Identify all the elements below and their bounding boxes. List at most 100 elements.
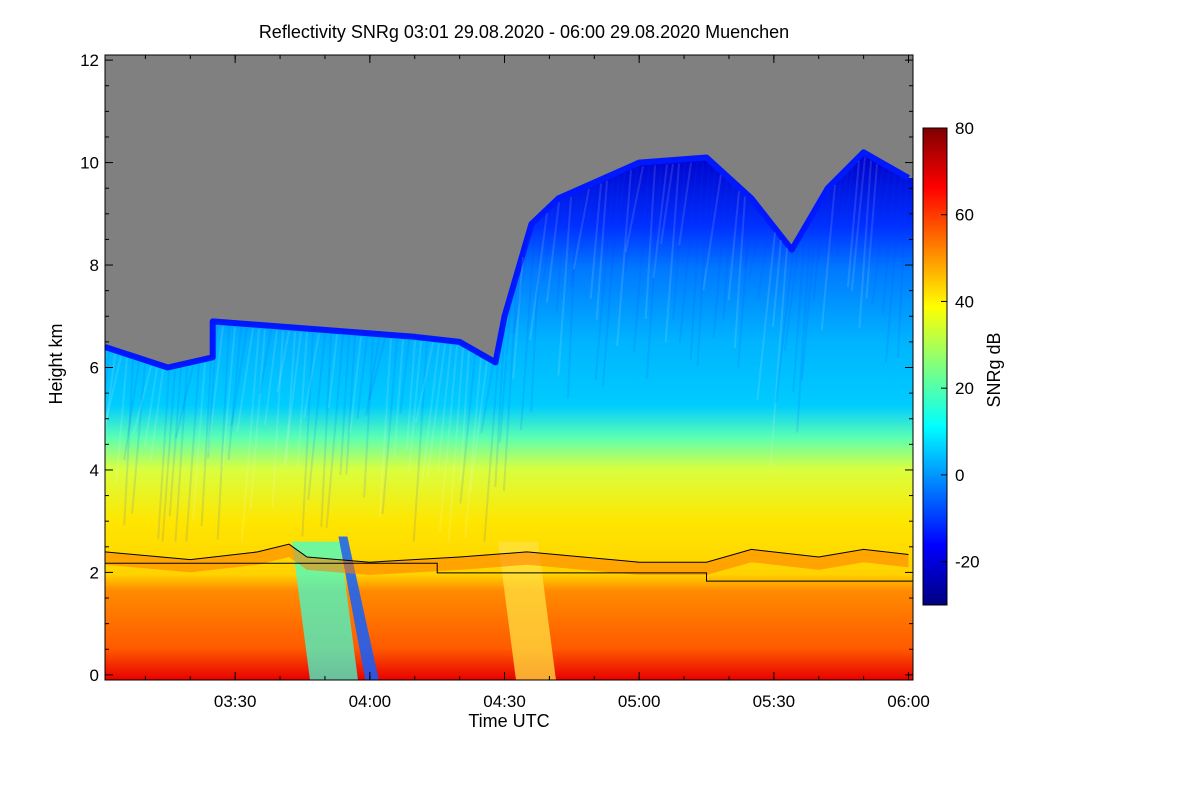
fall-streak <box>415 342 434 423</box>
fall-streak <box>157 371 170 539</box>
rain-streak <box>497 541 556 680</box>
fall-streak <box>207 325 218 458</box>
fall-streak <box>632 165 650 353</box>
fall-streak <box>459 351 470 482</box>
fall-streak <box>285 331 296 463</box>
fall-streak <box>858 160 872 329</box>
cloud-top-edge <box>105 149 910 371</box>
colorbar-tick-label: 0 <box>955 466 964 485</box>
fall-streak <box>820 184 836 331</box>
fall-streak <box>296 332 308 468</box>
fall-streak <box>566 194 578 399</box>
fall-streak <box>580 185 596 252</box>
fall-streak <box>258 329 272 394</box>
chart-title: Reflectivity SNRg 03:01 29.08.2020 - 06:… <box>259 22 789 42</box>
fall-streak <box>727 191 740 301</box>
fall-streak <box>689 161 704 361</box>
fall-streak <box>601 175 620 387</box>
fall-streak <box>644 165 656 320</box>
fall-streak <box>356 337 368 420</box>
fall-streak <box>812 200 824 300</box>
fall-streak <box>828 178 842 254</box>
fall-streak <box>276 331 290 393</box>
fall-streak <box>327 334 338 409</box>
fall-streak <box>230 327 248 427</box>
fall-streak <box>555 199 566 313</box>
fall-streak <box>678 162 692 246</box>
colorbar <box>922 127 948 606</box>
fall-streak <box>307 333 326 500</box>
fall-streak <box>530 218 542 412</box>
fall-streak <box>800 210 818 380</box>
fall-streak <box>143 367 158 448</box>
fall-streak <box>885 177 902 363</box>
fall-streak <box>464 357 482 539</box>
fall-streak <box>570 191 584 288</box>
fall-streak <box>174 365 194 439</box>
fall-streak <box>545 202 560 303</box>
fall-streak <box>512 236 530 334</box>
fall-streak <box>378 338 392 518</box>
colorbar-tick-label: 40 <box>955 292 974 311</box>
fall-streak <box>283 331 302 466</box>
fall-streak <box>437 344 452 472</box>
y-tick-label: 0 <box>90 666 99 685</box>
x-axis-title: Time UTC <box>468 711 549 731</box>
fall-streak <box>756 232 776 400</box>
fall-streak <box>271 330 284 509</box>
x-tick-label: 03:30 <box>214 692 257 711</box>
x-tick-label: 06:00 <box>887 692 930 711</box>
fall-streak <box>557 196 572 376</box>
fall-streak <box>896 181 908 358</box>
fall-streak <box>368 338 386 401</box>
fall-streak <box>240 328 260 542</box>
fall-streak <box>168 368 182 517</box>
fall-streak <box>743 209 758 270</box>
fall-streak <box>115 358 128 484</box>
fall-streak <box>542 207 554 282</box>
fall-streak <box>624 167 638 272</box>
colorbar-tick-label: 80 <box>955 119 974 138</box>
fall-streak <box>494 318 506 487</box>
fall-streak <box>774 251 794 403</box>
fall-streak <box>737 201 752 368</box>
x-tick-label: 04:30 <box>483 692 526 711</box>
y-tick-label: 4 <box>90 461 99 480</box>
fall-streak <box>846 160 860 288</box>
fall-streak <box>664 163 680 343</box>
colorbar-label: SNRg dB <box>984 332 1004 407</box>
rain-streak <box>291 541 358 680</box>
fall-streak <box>652 164 668 279</box>
fall-streak <box>817 190 830 261</box>
fall-streak <box>438 345 458 532</box>
fall-streak <box>161 369 176 542</box>
fall-streak <box>105 354 116 442</box>
fall-streak <box>483 348 500 542</box>
fall-streak <box>191 362 206 520</box>
fall-streak <box>105 352 110 404</box>
fall-streak <box>447 347 464 542</box>
fall-streak <box>381 339 398 515</box>
x-tick-label: 05:30 <box>753 692 796 711</box>
fall-streak <box>132 365 152 435</box>
fall-streak <box>412 342 428 542</box>
fall-streak <box>840 166 854 246</box>
fall-streak <box>480 364 494 434</box>
fall-streak <box>594 178 614 381</box>
fall-streak <box>836 172 848 257</box>
fall-streak <box>769 247 788 467</box>
fall-streak <box>264 330 278 425</box>
colorbar-tick-label: -20 <box>955 553 980 572</box>
fall-streak <box>702 174 722 291</box>
fall-streak <box>349 336 362 434</box>
fall-streak <box>174 367 188 542</box>
fall-streak <box>881 174 896 314</box>
fall-streak <box>325 335 344 529</box>
fall-streak <box>123 360 134 526</box>
fall-streak <box>200 361 212 527</box>
fall-streak <box>705 169 716 269</box>
fall-streak <box>624 166 644 252</box>
fall-streak <box>672 163 686 321</box>
fall-streak <box>865 163 878 299</box>
fall-streak <box>595 180 608 320</box>
